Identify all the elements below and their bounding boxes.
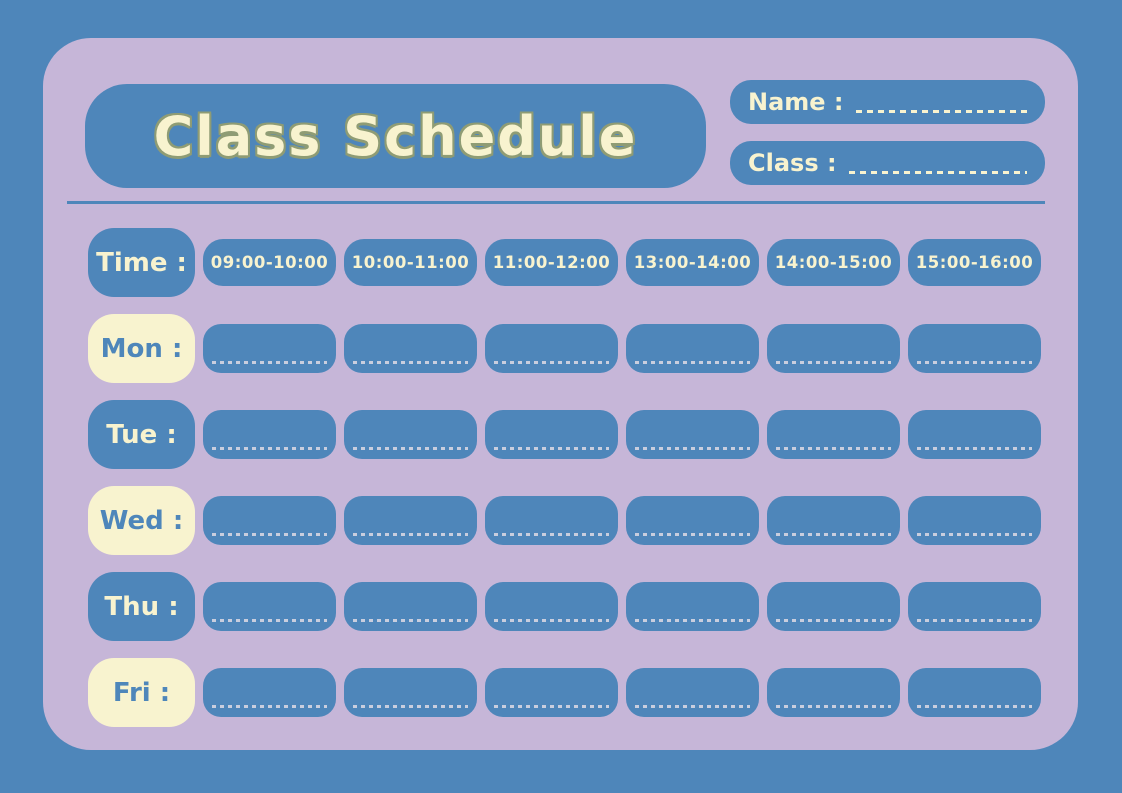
title-banner: Class Schedule [85,84,706,188]
cell-write-line [917,619,1032,622]
cell-write-line [494,533,609,536]
cell-write-line [212,447,327,450]
cell-write-line [917,447,1032,450]
schedule-cell-r0-c3[interactable] [626,324,759,373]
schedule-cell-r4-c3[interactable] [626,668,759,717]
schedule-cell-r2-c3[interactable] [626,496,759,545]
cell-write-line [635,361,750,364]
schedule-card: Class Schedule Name : Class : Time : 09:… [43,38,1078,750]
page-title: Class Schedule [153,104,638,168]
schedule-cell-r3-c4[interactable] [767,582,900,631]
schedule-cell-r1-c0[interactable] [203,410,336,459]
time-slot-5: 15:00-16:00 [908,239,1041,286]
cell-write-line [494,361,609,364]
cell-write-line [212,619,327,622]
cell-write-line [635,447,750,450]
schedule-cell-r3-c1[interactable] [344,582,477,631]
schedule-cell-r2-c1[interactable] [344,496,477,545]
schedule-cell-r3-c0[interactable] [203,582,336,631]
schedule-cell-r1-c2[interactable] [485,410,618,459]
cell-write-line [494,619,609,622]
class-write-line [848,170,1027,174]
schedule-cell-r4-c4[interactable] [767,668,900,717]
class-field-label: Class : [748,149,837,177]
schedule-cell-r0-c2[interactable] [485,324,618,373]
cell-write-line [353,447,468,450]
time-slot-2: 11:00-12:00 [485,239,618,286]
day-label-tue: Tue : [88,400,195,469]
schedule-cell-r4-c2[interactable] [485,668,618,717]
cell-write-line [212,361,327,364]
cell-write-line [917,705,1032,708]
day-label-fri: Fri : [88,658,195,727]
cell-write-line [212,705,327,708]
schedule-cell-r4-c1[interactable] [344,668,477,717]
cell-write-line [776,361,891,364]
cell-write-line [635,619,750,622]
cell-write-line [776,619,891,622]
schedule-cell-r2-c2[interactable] [485,496,618,545]
class-field[interactable]: Class : [730,141,1045,185]
name-field-label: Name : [748,88,844,116]
schedule-cell-r1-c1[interactable] [344,410,477,459]
cell-write-line [776,447,891,450]
schedule-cell-r2-c5[interactable] [908,496,1041,545]
cell-write-line [917,361,1032,364]
time-slot-1: 10:00-11:00 [344,239,477,286]
name-write-line [855,109,1027,113]
schedule-cell-r0-c5[interactable] [908,324,1041,373]
cell-write-line [353,705,468,708]
time-slot-0: 09:00-10:00 [203,239,336,286]
cell-write-line [353,619,468,622]
cell-write-line [635,533,750,536]
schedule-grid: Time : 09:00-10:00 10:00-11:00 11:00-12:00… [88,228,1041,727]
schedule-cell-r1-c4[interactable] [767,410,900,459]
schedule-cell-r0-c0[interactable] [203,324,336,373]
schedule-cell-r0-c4[interactable] [767,324,900,373]
cell-write-line [353,361,468,364]
time-header-label: Time : [88,228,195,297]
cell-write-line [212,533,327,536]
time-slot-3: 13:00-14:00 [626,239,759,286]
header-divider [67,201,1045,204]
student-info-fields: Name : Class : [730,80,1045,185]
schedule-cell-r1-c5[interactable] [908,410,1041,459]
schedule-cell-r2-c4[interactable] [767,496,900,545]
cell-write-line [917,533,1032,536]
cell-write-line [776,705,891,708]
schedule-cell-r1-c3[interactable] [626,410,759,459]
day-label-thu: Thu : [88,572,195,641]
name-field[interactable]: Name : [730,80,1045,124]
schedule-cell-r2-c0[interactable] [203,496,336,545]
schedule-cell-r0-c1[interactable] [344,324,477,373]
cell-write-line [494,705,609,708]
cell-write-line [635,705,750,708]
cell-write-line [353,533,468,536]
cell-write-line [494,447,609,450]
day-label-mon: Mon : [88,314,195,383]
schedule-cell-r3-c3[interactable] [626,582,759,631]
time-slot-4: 14:00-15:00 [767,239,900,286]
schedule-cell-r3-c2[interactable] [485,582,618,631]
schedule-cell-r3-c5[interactable] [908,582,1041,631]
schedule-cell-r4-c5[interactable] [908,668,1041,717]
cell-write-line [776,533,891,536]
day-label-wed: Wed : [88,486,195,555]
schedule-cell-r4-c0[interactable] [203,668,336,717]
